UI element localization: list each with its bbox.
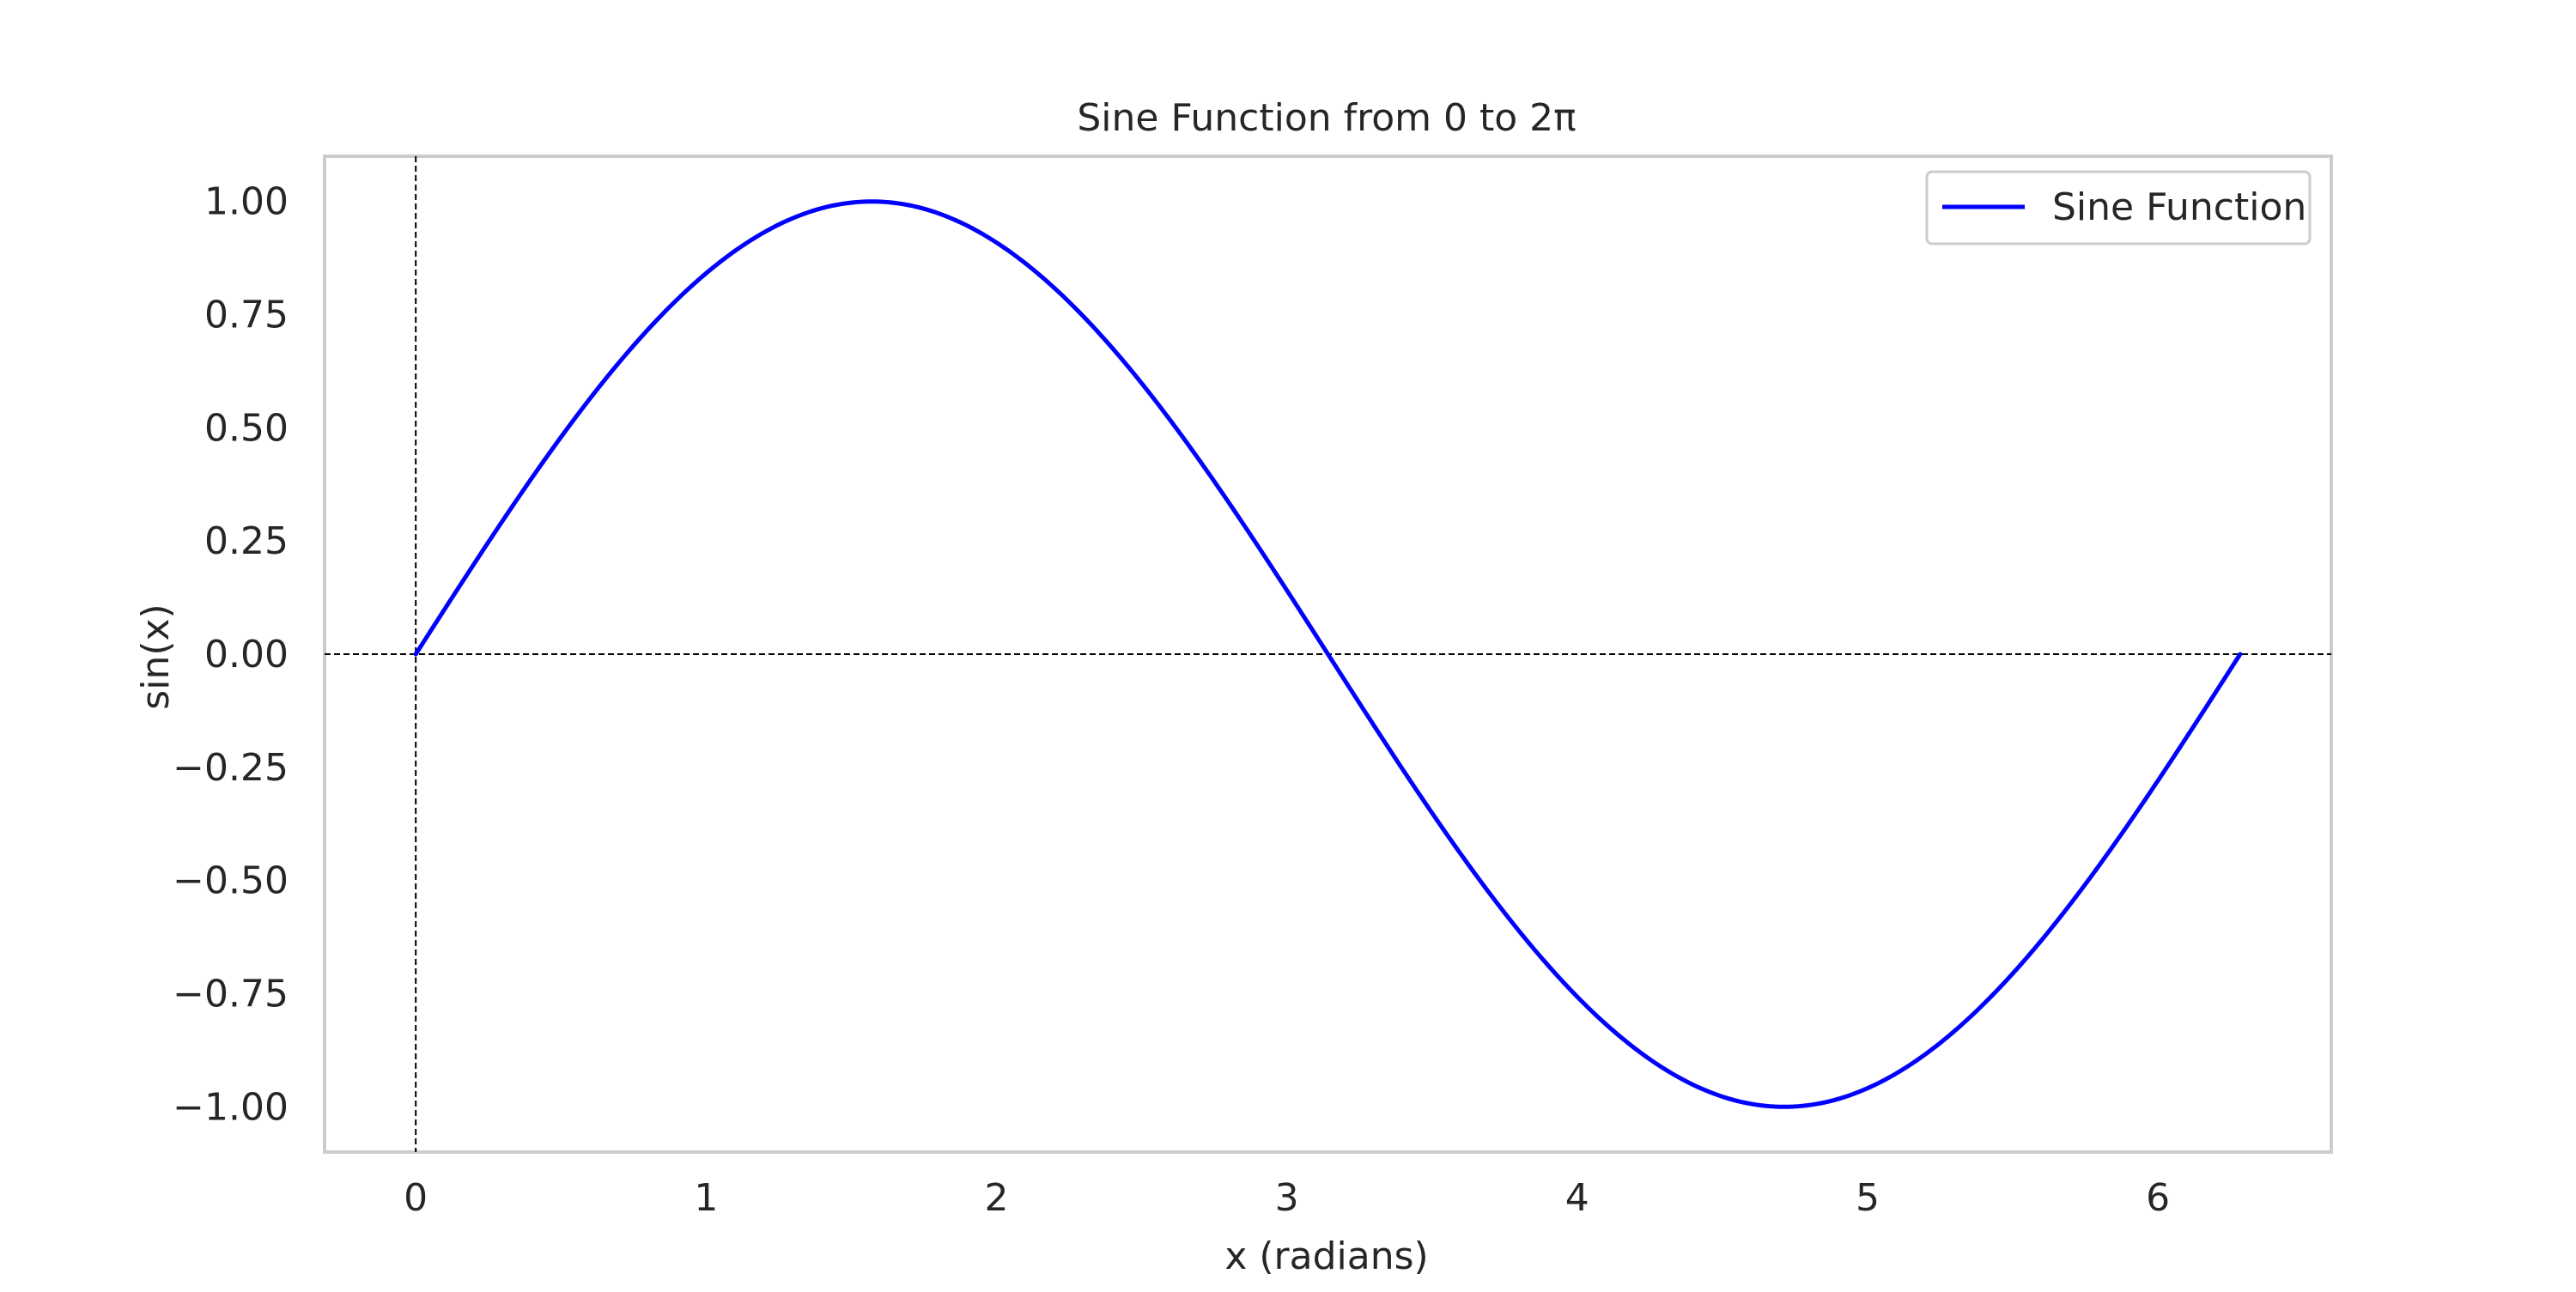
y-tick-label: 1.00 — [204, 180, 289, 224]
x-axis-ticks: 0 1 2 3 4 5 6 — [404, 1176, 2170, 1220]
y-tick-label: −1.00 — [173, 1085, 289, 1129]
x-tick-label: 2 — [984, 1176, 1008, 1220]
y-tick-label: 0.25 — [204, 519, 289, 563]
x-tick-label: 5 — [1856, 1176, 1880, 1220]
x-tick-label: 6 — [2146, 1176, 2170, 1220]
x-tick-label: 4 — [1565, 1176, 1589, 1220]
y-tick-label: 0.50 — [204, 406, 289, 450]
legend-label: Sine Function — [2052, 185, 2306, 229]
x-tick-label: 3 — [1275, 1176, 1299, 1220]
x-axis-label: x (radians) — [1224, 1234, 1428, 1278]
y-tick-label: 0.00 — [204, 633, 289, 676]
legend-box — [1925, 170, 2312, 246]
x-tick-label: 1 — [694, 1176, 718, 1220]
chart-title: Sine Function from 0 to 2π — [1077, 96, 1576, 140]
legend: Sine Function — [1925, 170, 2312, 246]
y-tick-label: −0.50 — [173, 859, 289, 903]
series-line-sine-function — [413, 199, 2243, 1109]
y-tick-label: −0.75 — [173, 972, 289, 1016]
y-tick-label: 0.75 — [204, 294, 289, 337]
y-tick-label: −0.25 — [173, 746, 289, 790]
x-tick-label: 0 — [404, 1176, 428, 1220]
y-axis-label: sin(x) — [134, 604, 178, 709]
series-layer — [413, 199, 2243, 1109]
y-axis-ticks: 1.00 0.75 0.50 0.25 0.00 −0.25 −0.50 −0.75 −1.00 — [173, 180, 289, 1130]
